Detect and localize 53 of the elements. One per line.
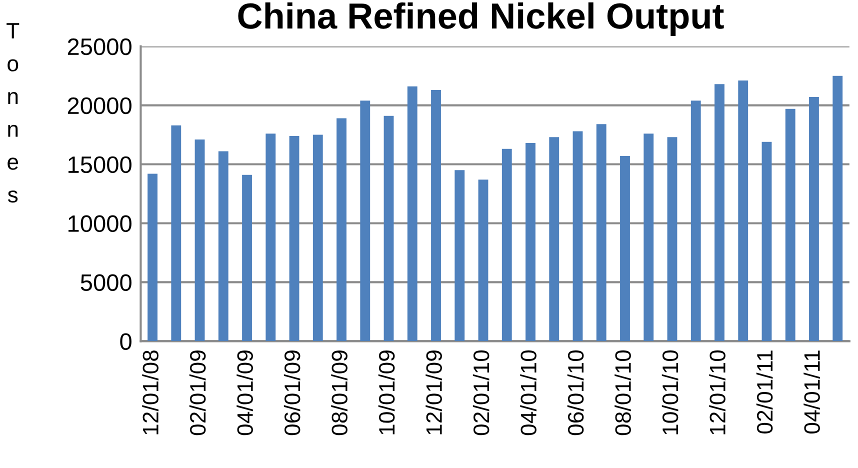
x-tick-label: 04/01/11: [804, 350, 820, 434]
bar: [407, 86, 418, 342]
bar: [454, 170, 465, 342]
bar: [360, 100, 370, 342]
bar: [620, 156, 630, 342]
bar: [148, 174, 158, 342]
bar: [526, 143, 536, 342]
x-tick-label: 10/01/09: [378, 350, 395, 434]
y-tick-label: 15000: [68, 156, 132, 174]
bar: [384, 116, 394, 342]
x-tick-label: 08/01/09: [331, 350, 348, 436]
bar: [312, 134, 323, 342]
x-tick-label: 12/01/08: [142, 350, 158, 434]
bar: [809, 97, 819, 342]
bar: [171, 125, 182, 342]
bar: [336, 118, 346, 342]
bar: [502, 148, 512, 342]
y-tick-label: 10000: [68, 215, 132, 232]
bar: [478, 180, 488, 342]
x-tick-label: 04/01/09: [236, 350, 253, 436]
x-tick-label: 06/01/09: [284, 350, 300, 436]
x-tick-label: 12/01/09: [426, 350, 442, 434]
y-tick-label: 5000: [80, 274, 132, 291]
bar: [242, 174, 252, 342]
x-tick-label: 06/01/10: [567, 350, 584, 436]
x-tick-label: 02/01/10: [472, 350, 490, 436]
y-axis-title: Tonnes: [6, 23, 20, 203]
bar: [762, 142, 772, 342]
y-tick-label: 0: [120, 333, 132, 350]
bar: [714, 84, 724, 342]
x-tick-label: 04/01/10: [520, 350, 536, 436]
x-tick-label: 10/01/10: [662, 350, 678, 434]
y-tick-label: 25000: [68, 38, 132, 56]
x-tick-label: 02/01/11: [756, 350, 773, 434]
y-tick-label: 20000: [68, 97, 132, 114]
bar: [194, 140, 205, 342]
chart-title: China Refined Nickel Output: [238, 2, 724, 36]
bar: [596, 124, 606, 342]
bar: [549, 137, 560, 342]
bar: [832, 76, 843, 342]
bar: [738, 80, 748, 342]
x-tick-label: 08/01/10: [614, 350, 631, 436]
bar: [644, 134, 654, 342]
bar: [667, 137, 678, 342]
bar: [431, 90, 441, 342]
bar: [572, 131, 583, 342]
x-tick-label: 12/01/10: [709, 350, 726, 434]
bar: [785, 108, 796, 342]
bar: [266, 134, 276, 342]
bar: [218, 151, 228, 342]
x-tick-label: 02/01/09: [189, 350, 206, 436]
bar: [289, 136, 300, 342]
bar: [690, 100, 701, 342]
